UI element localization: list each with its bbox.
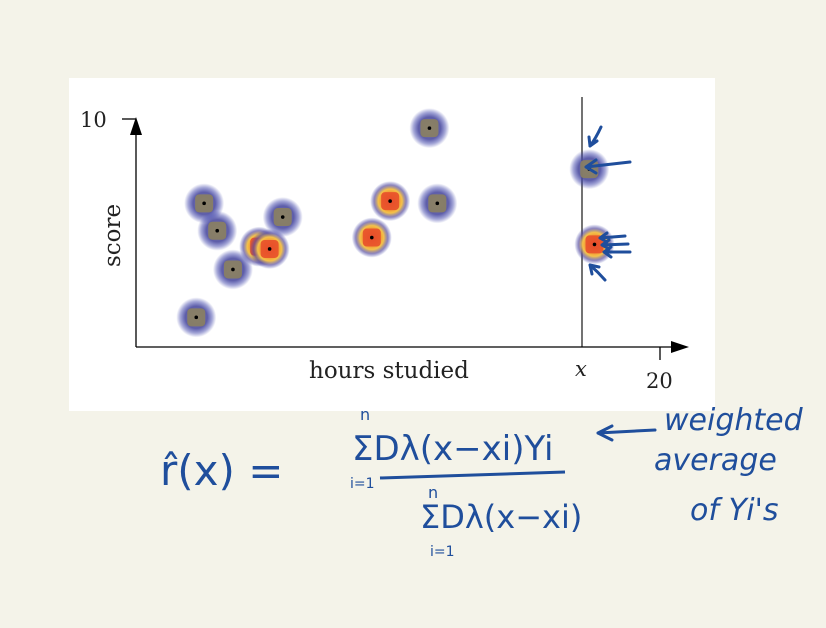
- data-points: [176, 108, 615, 338]
- data-point: [427, 126, 432, 130]
- data-point: [280, 215, 285, 219]
- arrow-top-small: [587, 125, 603, 148]
- arrow-lower-3: [602, 245, 632, 259]
- y-tick-label-10: 10: [80, 108, 107, 132]
- data-point: [435, 201, 440, 206]
- data-point: [388, 199, 392, 203]
- arrow-bottom-small: [588, 263, 607, 282]
- formula-lhs: r̂(x) =: [160, 446, 283, 495]
- data-point: [592, 242, 597, 247]
- x-tick-label-20: 20: [646, 369, 673, 393]
- y-axis-label: score: [100, 204, 126, 267]
- note-line-2: average: [654, 443, 777, 478]
- numerator: ΣDλ(x−xi)Yi: [352, 429, 554, 469]
- note-line-1: weighted: [664, 403, 804, 438]
- data-point: [194, 315, 199, 320]
- denominator-sum-lower: i=1: [430, 544, 455, 560]
- numerator-sum-lower: i=1: [350, 476, 375, 492]
- x-tick-label-query: x: [575, 357, 587, 381]
- data-point: [202, 201, 206, 206]
- handwritten-formula: r̂(x) = n ΣDλ(x−xi)Yi i=1 n ΣDλ(x−xi) i=…: [160, 403, 804, 560]
- fraction-bar: [379, 470, 566, 480]
- data-point: [231, 267, 235, 272]
- numerator-sum-upper: n: [360, 405, 370, 424]
- data-point: [267, 247, 272, 251]
- denominator: ΣDλ(x−xi): [420, 498, 582, 536]
- x-axis-arrowhead: [671, 341, 689, 353]
- note-arrow: [596, 424, 657, 442]
- arrow-lower-2: [600, 238, 630, 251]
- data-point: [370, 235, 374, 240]
- data-point: [215, 228, 220, 233]
- note-line-3: of Yi's: [690, 493, 778, 528]
- pointer-arrows: [584, 125, 632, 282]
- denominator-sum-upper: n: [428, 483, 438, 502]
- y-axis-arrowhead: [130, 117, 142, 135]
- x-axis-label: hours studied: [309, 358, 469, 384]
- arrow-upper-point: [584, 158, 632, 175]
